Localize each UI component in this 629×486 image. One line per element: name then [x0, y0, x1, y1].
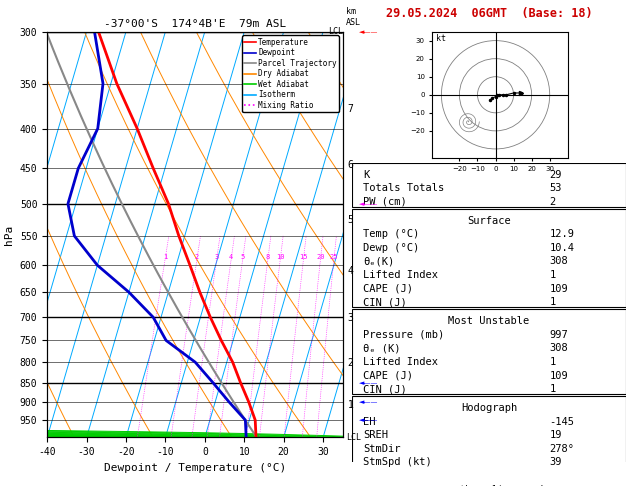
- Text: Hodograph: Hodograph: [461, 403, 517, 413]
- Text: 29.05.2024  06GMT  (Base: 18): 29.05.2024 06GMT (Base: 18): [386, 7, 593, 20]
- Text: StmSpd (kt): StmSpd (kt): [363, 457, 432, 468]
- Text: -145: -145: [549, 417, 574, 427]
- Text: 8: 8: [265, 254, 270, 260]
- Text: LCL: LCL: [328, 27, 343, 36]
- Text: 997: 997: [549, 330, 568, 340]
- Text: 15: 15: [299, 254, 308, 260]
- Text: ◄——: ◄——: [359, 29, 378, 35]
- Text: 308: 308: [549, 257, 568, 266]
- Text: CIN (J): CIN (J): [363, 297, 407, 307]
- Text: CAPE (J): CAPE (J): [363, 370, 413, 381]
- Text: Totals Totals: Totals Totals: [363, 183, 445, 193]
- Text: 39: 39: [549, 457, 562, 468]
- Text: ◄——: ◄——: [359, 417, 378, 423]
- Text: km
ASL: km ASL: [346, 7, 361, 27]
- Text: 12.9: 12.9: [549, 229, 574, 239]
- Text: Dewp (°C): Dewp (°C): [363, 243, 420, 253]
- Text: 19: 19: [549, 430, 562, 440]
- Text: 308: 308: [549, 344, 568, 353]
- Text: Lifted Index: Lifted Index: [363, 270, 438, 280]
- Text: 1: 1: [549, 357, 555, 367]
- Text: LCL: LCL: [346, 433, 361, 442]
- Text: 3: 3: [214, 254, 219, 260]
- Text: Lifted Index: Lifted Index: [363, 357, 438, 367]
- Text: 1: 1: [549, 297, 555, 307]
- Text: θₑ(K): θₑ(K): [363, 257, 394, 266]
- Text: Most Unstable: Most Unstable: [448, 316, 530, 326]
- X-axis label: Dewpoint / Temperature (°C): Dewpoint / Temperature (°C): [104, 463, 286, 473]
- Text: 2: 2: [195, 254, 199, 260]
- Text: EH: EH: [363, 417, 376, 427]
- Text: 53: 53: [549, 183, 562, 193]
- Text: 4: 4: [229, 254, 233, 260]
- Text: K: K: [363, 170, 369, 180]
- Text: 1: 1: [163, 254, 167, 260]
- Text: CAPE (J): CAPE (J): [363, 284, 413, 294]
- Text: ◄——: ◄——: [359, 380, 378, 385]
- Text: Pressure (mb): Pressure (mb): [363, 330, 445, 340]
- Text: ◄——: ◄——: [359, 201, 378, 207]
- Text: 109: 109: [549, 284, 568, 294]
- Text: 5: 5: [240, 254, 245, 260]
- Text: 29: 29: [549, 170, 562, 180]
- Y-axis label: hPa: hPa: [4, 225, 14, 244]
- Text: Surface: Surface: [467, 216, 511, 226]
- Text: θₑ (K): θₑ (K): [363, 344, 401, 353]
- Text: CIN (J): CIN (J): [363, 384, 407, 394]
- Title: -37°00'S  174°4B'E  79m ASL: -37°00'S 174°4B'E 79m ASL: [104, 19, 286, 30]
- Text: kt: kt: [436, 34, 446, 43]
- Text: 2: 2: [549, 197, 555, 207]
- Text: 25: 25: [330, 254, 338, 260]
- Text: 109: 109: [549, 370, 568, 381]
- Text: ◄——: ◄——: [359, 399, 378, 405]
- Text: PW (cm): PW (cm): [363, 197, 407, 207]
- Text: 1: 1: [549, 384, 555, 394]
- Text: © weatheronline.co.uk: © weatheronline.co.uk: [433, 485, 545, 486]
- Text: 10: 10: [276, 254, 284, 260]
- Text: 1: 1: [549, 270, 555, 280]
- Text: 20: 20: [316, 254, 325, 260]
- Text: SREH: SREH: [363, 430, 388, 440]
- Text: 278°: 278°: [549, 444, 574, 454]
- Text: 10.4: 10.4: [549, 243, 574, 253]
- Text: StmDir: StmDir: [363, 444, 401, 454]
- Text: Temp (°C): Temp (°C): [363, 229, 420, 239]
- Legend: Temperature, Dewpoint, Parcel Trajectory, Dry Adiabat, Wet Adiabat, Isotherm, Mi: Temperature, Dewpoint, Parcel Trajectory…: [242, 35, 339, 112]
